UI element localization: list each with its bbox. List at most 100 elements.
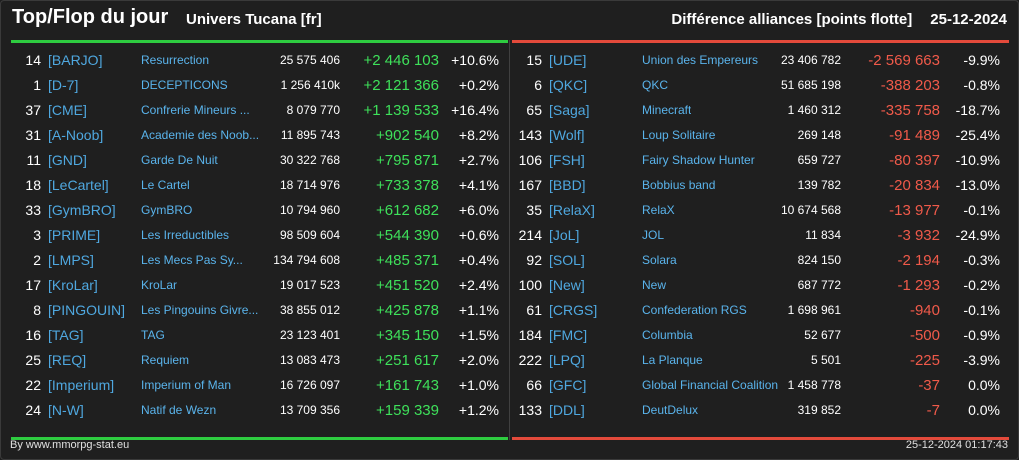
alliance-name-link[interactable]: Loup Solitaire xyxy=(642,128,716,142)
percent-cell: -0.1% xyxy=(963,202,1000,218)
alliance-name-link[interactable]: RelaX xyxy=(642,203,675,217)
alliance-name-link[interactable]: Resurrection xyxy=(141,53,210,67)
alliance-tag-link[interactable]: [Saga] xyxy=(549,102,590,118)
diff-cell: +612 682 xyxy=(376,202,439,219)
alliance-name-link[interactable]: Natif de Wezn xyxy=(141,403,217,417)
alliance-name-link[interactable]: Le Cartel xyxy=(141,178,190,192)
points-cell: 8 079 770 xyxy=(286,103,340,117)
alliance-name-link[interactable]: Requiem xyxy=(141,353,190,367)
points-cell: 13 083 473 xyxy=(279,353,340,367)
alliance-name-link[interactable]: La Planque xyxy=(642,353,703,367)
diff-cell: +159 339 xyxy=(376,402,439,419)
percent-cell: -0.3% xyxy=(963,252,1000,268)
alliance-tag-link[interactable]: [D-7] xyxy=(48,77,79,93)
alliance-tag-link[interactable]: [Wolf] xyxy=(549,127,585,143)
alliance-name-link[interactable]: DeutDelux xyxy=(642,403,699,417)
alliance-name-link[interactable]: Garde De Nuit xyxy=(141,153,218,167)
credit-text: By www.mmorpg-stat.eu xyxy=(10,439,130,451)
alliance-tag-link[interactable]: [GND] xyxy=(48,152,87,168)
alliance-tag-link[interactable]: [GFC] xyxy=(549,377,587,393)
alliance-tag-link[interactable]: [CRGS] xyxy=(549,302,598,318)
alliance-name-link[interactable]: Solara xyxy=(642,253,677,267)
alliance-name-link[interactable]: DECEPTICONS xyxy=(141,78,228,92)
rank-cell: 18 xyxy=(25,177,41,193)
alliance-tag-link[interactable]: [TAG] xyxy=(48,327,84,343)
table-row: 143 [Wolf] Loup Solitaire 269 148 -91 489 -25… xyxy=(512,123,1009,148)
alliance-name-link[interactable]: TAG xyxy=(141,328,165,342)
alliance-name-link[interactable]: Confederation RGS xyxy=(642,303,747,317)
alliance-tag-link[interactable]: [UDE] xyxy=(549,52,587,68)
alliance-tag-link[interactable]: [LMPS] xyxy=(48,252,94,268)
points-cell: 19 017 523 xyxy=(279,278,340,292)
rank-cell: 66 xyxy=(526,377,542,393)
table-row: 31 [A-Noob] Academie des Noob... 11 895 743… xyxy=(11,123,508,148)
alliance-tag-link[interactable]: [SOL] xyxy=(549,252,585,268)
points-cell: 13 709 356 xyxy=(279,403,340,417)
alliance-tag-link[interactable]: [FSH] xyxy=(549,152,585,168)
diff-cell: +544 390 xyxy=(376,227,439,244)
rank-cell: 1 xyxy=(33,77,41,93)
alliance-name-link[interactable]: Confrerie Mineurs ... xyxy=(141,103,250,117)
alliance-name-link[interactable]: QKC xyxy=(642,78,669,92)
alliance-tag-link[interactable]: [LeCartel] xyxy=(48,177,109,193)
alliance-name-link[interactable]: KroLar xyxy=(141,278,178,292)
alliance-tag-link[interactable]: [BBD] xyxy=(549,177,586,193)
alliance-tag-link[interactable]: [RelaX] xyxy=(549,202,595,218)
metric-label: Différence alliances [points flotte] xyxy=(671,11,913,28)
rank-cell: 11 xyxy=(26,152,41,168)
rank-cell: 16 xyxy=(25,327,41,343)
alliance-tag-link[interactable]: [Imperium] xyxy=(48,377,115,393)
alliance-tag-link[interactable]: [CME] xyxy=(48,102,87,118)
alliance-name-link[interactable]: Imperium of Man xyxy=(141,378,232,392)
rank-cell: 35 xyxy=(526,202,542,218)
table-row: 2 [LMPS] Les Mecs Pas Sy... 134 794 608 +485… xyxy=(11,248,508,273)
table-row: 11 [GND] Garde De Nuit 30 322 768 +795 871 +2… xyxy=(11,148,508,173)
table-row: 16 [TAG] TAG 23 123 401 +345 150 +1.5% xyxy=(11,323,508,348)
alliance-name-link[interactable]: Les Mecs Pas Sy... xyxy=(141,253,243,267)
alliance-tag-link[interactable]: [FMC] xyxy=(549,327,588,343)
alliance-tag-link[interactable]: [PRIME] xyxy=(48,227,101,243)
alliance-tag-link[interactable]: [A-Noob] xyxy=(48,127,104,143)
rank-cell: 8 xyxy=(33,302,41,318)
alliance-tag-link[interactable]: [New] xyxy=(549,277,585,293)
alliance-tag-link[interactable]: [N-W] xyxy=(48,402,84,418)
percent-cell: +8.2% xyxy=(458,127,499,143)
alliance-tag-link[interactable]: [KroLar] xyxy=(48,277,98,293)
alliance-name-link[interactable]: Minecraft xyxy=(642,103,692,117)
alliance-tag-link[interactable]: [QKC] xyxy=(549,77,588,93)
alliance-name-link[interactable]: New xyxy=(642,278,667,292)
diff-cell: -80 397 xyxy=(889,152,940,169)
alliance-name-link[interactable]: Fairy Shadow Hunter xyxy=(642,153,755,167)
alliance-name-link[interactable]: Les Irreductibles xyxy=(141,228,230,242)
table-row: 8 [PINGOUIN] Les Pingouins Givre... 38 855 … xyxy=(11,298,508,323)
alliance-name-link[interactable]: JOL xyxy=(642,228,665,242)
alliance-tag-link[interactable]: [LPQ] xyxy=(549,352,585,368)
rank-cell: 25 xyxy=(25,352,41,368)
percent-cell: -0.9% xyxy=(963,327,1000,343)
table-row: 92 [SOL] Solara 824 150 -2 194 -0.3% xyxy=(512,248,1009,273)
diff-cell: +425 878 xyxy=(376,302,439,319)
table-row: 33 [GymBRO] GymBRO 10 794 960 +612 682 +6.0% xyxy=(11,198,508,223)
alliance-tag-link[interactable]: [DDL] xyxy=(549,402,585,418)
percent-cell: 0.0% xyxy=(968,377,1000,393)
alliance-tag-link[interactable]: [PINGOUIN] xyxy=(48,302,126,318)
page-title: Top/Flop du jour xyxy=(12,6,169,28)
diff-cell: +251 617 xyxy=(376,352,439,369)
alliance-tag-link[interactable]: [BARJO] xyxy=(48,52,103,68)
alliance-tag-link[interactable]: [GymBRO] xyxy=(48,202,116,218)
universe-label: Univers Tucana [fr] xyxy=(186,11,322,28)
alliance-name-link[interactable]: Bobbius band xyxy=(642,178,716,192)
percent-cell: -10.9% xyxy=(955,152,1000,168)
rank-cell: 31 xyxy=(25,127,41,143)
alliance-tag-link[interactable]: [JoL] xyxy=(549,227,580,243)
alliance-name-link[interactable]: Columbia xyxy=(642,328,693,342)
diff-cell: -1 293 xyxy=(897,277,940,294)
points-cell: 134 794 608 xyxy=(273,253,340,267)
diff-cell: +485 371 xyxy=(376,252,439,269)
percent-cell: -0.2% xyxy=(963,277,1000,293)
alliance-tag-link[interactable]: [REQ] xyxy=(48,352,87,368)
table-row: 106 [FSH] Fairy Shadow Hunter 659 727 -80 39… xyxy=(512,148,1009,173)
percent-cell: -0.1% xyxy=(963,302,1000,318)
alliance-name-link[interactable]: GymBRO xyxy=(141,203,193,217)
percent-cell: +0.4% xyxy=(458,252,499,268)
